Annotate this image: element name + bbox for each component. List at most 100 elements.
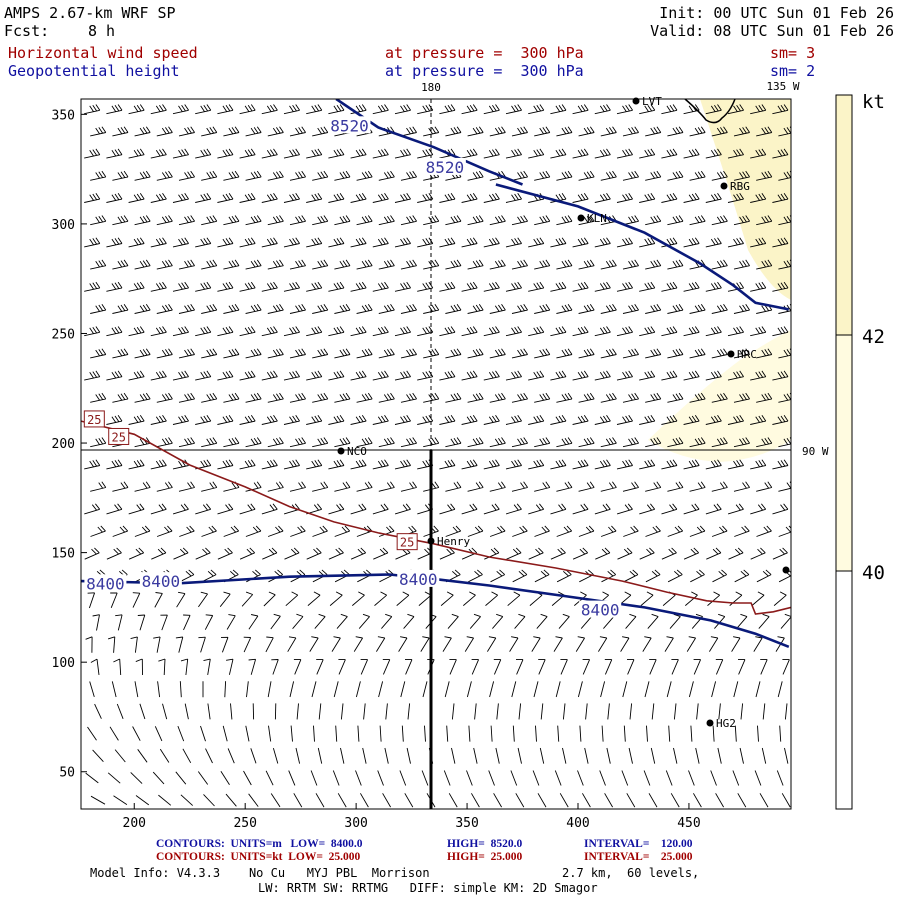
wind-barb: [600, 259, 617, 270]
wind-barb: [217, 547, 233, 560]
wind-barb: [461, 415, 478, 425]
wind-barb: [157, 681, 161, 698]
wind-barb: [732, 770, 740, 786]
wind-barb: [112, 392, 129, 403]
wind-barb: [152, 771, 165, 785]
wind-barb: [421, 770, 429, 786]
height-contour-label: 8400: [142, 572, 181, 591]
wind-barb: [172, 370, 189, 381]
wind-barb: [466, 770, 473, 786]
wind-barb: [290, 525, 306, 537]
wind-barb: [356, 304, 373, 314]
wind-barb: [651, 703, 655, 720]
wind-barb: [572, 326, 589, 337]
wind-barb: [496, 703, 499, 720]
wind-barb: [406, 747, 411, 764]
wind-barb: [424, 725, 426, 742]
wind-barb: [772, 547, 788, 560]
wind-barb: [195, 237, 212, 248]
wind-barb: [128, 326, 145, 337]
wind-barb: [778, 304, 791, 314]
wind-barb: [225, 793, 237, 807]
wind-barb: [461, 370, 478, 381]
wind-barb: [622, 481, 639, 492]
wind-barb: [622, 304, 639, 314]
wind-barb: [578, 215, 595, 226]
wind-barb: [511, 215, 528, 226]
wind-barb: [90, 259, 107, 270]
wind-barb: [381, 613, 393, 629]
wind-barb: [219, 591, 231, 607]
wind-barb: [407, 703, 411, 720]
wind-barb: [245, 304, 262, 314]
wind-barb: [661, 370, 678, 381]
wind-barb: [197, 818, 210, 828]
wind-barb: [445, 481, 462, 492]
wind-barb: [760, 658, 768, 675]
wind-barb: [374, 591, 387, 606]
wind-barb: [779, 725, 782, 742]
speed-contour-label: 25: [87, 413, 101, 427]
wind-barb: [750, 370, 767, 381]
wind-barb: [350, 459, 367, 470]
wind-barb: [312, 437, 329, 448]
wind-barb: [417, 193, 434, 203]
wind-barb: [134, 259, 151, 270]
wind-barb: [534, 215, 551, 226]
wind-barb: [772, 237, 789, 248]
wind-barb: [334, 348, 351, 359]
wind-barb: [756, 259, 773, 270]
wind-barb: [179, 525, 195, 537]
wind-barb: [153, 636, 161, 653]
wind-barb: [243, 770, 252, 786]
wind-barb: [604, 793, 613, 808]
wind-barb: [518, 703, 522, 720]
wind-barb: [439, 503, 456, 515]
wind-barb: [90, 658, 100, 675]
wind-barb: [578, 525, 595, 537]
wind-barb: [776, 770, 784, 786]
station-label: KLN: [587, 212, 607, 225]
wind-barb: [582, 793, 591, 808]
wind-barb: [90, 304, 107, 314]
wind-barb: [394, 193, 411, 203]
wind-barb: [622, 170, 639, 181]
x-tick-label: 300: [344, 816, 367, 831]
wind-barb: [534, 481, 551, 492]
wind-barb: [385, 703, 388, 720]
wind-barb: [178, 348, 195, 359]
wind-barb: [265, 636, 274, 653]
wind-barb: [511, 481, 528, 492]
wind-barb: [261, 459, 278, 470]
wind-barb: [780, 613, 791, 629]
wind-barb: [451, 703, 455, 720]
wind-barb: [622, 126, 639, 137]
wind-barb: [90, 481, 107, 492]
wind-barb: [534, 170, 551, 181]
wind-barb: [84, 547, 100, 560]
wind-barb: [594, 104, 611, 115]
wind-barb: [289, 259, 306, 270]
wind-barb: [200, 725, 206, 742]
speed-contour-label: 25: [400, 536, 414, 550]
height-label-bg: [328, 116, 371, 134]
wind-barb: [248, 793, 259, 807]
wind-barb: [376, 816, 386, 828]
wind-barb: [689, 215, 706, 226]
wind-barb: [382, 658, 391, 675]
wind-barb: [112, 126, 129, 137]
field2-name: Geopotential height: [8, 62, 180, 80]
station-marker: [577, 214, 585, 222]
wind-barb: [756, 170, 773, 181]
wind-barb: [128, 193, 145, 203]
wind-barb: [112, 304, 129, 314]
wind-barb: [176, 591, 186, 608]
wind-barb: [272, 747, 279, 764]
wind-barb: [689, 304, 706, 314]
wind-barb: [534, 259, 551, 270]
wind-barb: [661, 104, 678, 115]
wind-barb: [705, 237, 722, 248]
wind-barb: [756, 569, 772, 583]
wind-barb: [400, 304, 417, 314]
wind-barb: [356, 481, 373, 492]
